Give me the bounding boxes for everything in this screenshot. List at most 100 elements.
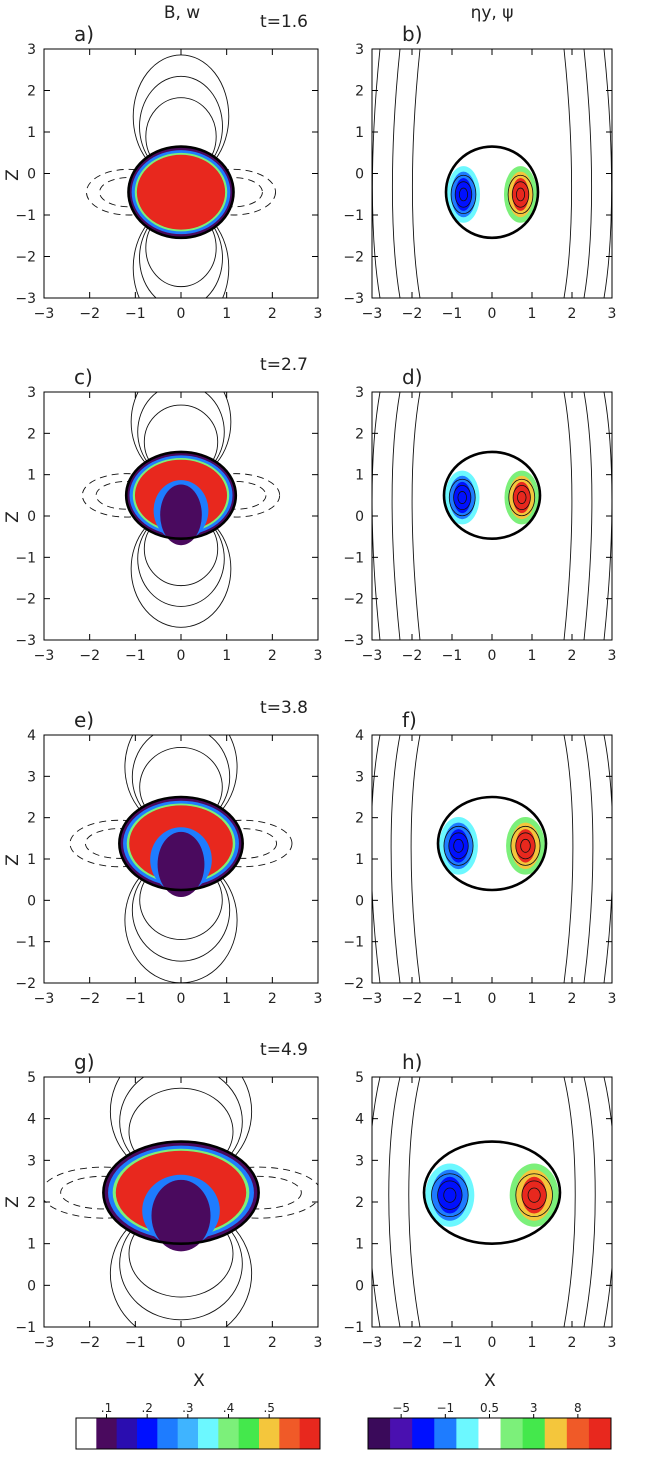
x-tick-label: −3 xyxy=(34,991,55,1007)
streamline xyxy=(583,49,593,298)
colorbar-frame xyxy=(75,1417,321,1450)
panel-letter: f) xyxy=(402,708,417,732)
y-axis-label: Z xyxy=(3,854,23,866)
x-tick-label: −2 xyxy=(402,991,423,1007)
x-tick-label: −2 xyxy=(402,648,423,664)
panel-g: −3 −2 −1 0 1 2 3 −1 0 1 2 3 4 5 g) t=4.9 Z xyxy=(3,1040,322,1351)
vorticity-lobe-core xyxy=(515,829,536,863)
stream-contour xyxy=(511,181,530,208)
colorbar-swatch xyxy=(96,1418,118,1449)
stream-contour xyxy=(454,181,473,208)
panel-b: −3 −2 −1 0 1 2 3 −3 −2 −1 0 1 2 3 b) xyxy=(343,22,616,322)
y-tick-label: 3 xyxy=(355,385,364,401)
colorbar-swatch xyxy=(368,1418,391,1449)
x-tick-label: −2 xyxy=(402,1335,423,1351)
axes-frame xyxy=(371,391,613,641)
y-tick-label: 4 xyxy=(27,728,36,744)
y-tick-label: −1 xyxy=(343,550,364,566)
colorbar-label: .5 xyxy=(263,1401,274,1415)
colorbar-swatch xyxy=(544,1418,568,1449)
colorbar-right: −5 −1 0.5 3 8 xyxy=(367,1401,612,1450)
y-tick-label: 1 xyxy=(355,1237,364,1253)
x-tick-label: 0 xyxy=(488,991,497,1007)
y-tick-label: −1 xyxy=(15,208,36,224)
y-tick-label: 0 xyxy=(27,167,36,183)
streamline xyxy=(563,392,573,640)
streamline xyxy=(603,735,612,983)
x-axis-label-left: X xyxy=(193,1371,205,1391)
stream-contour xyxy=(431,1173,469,1218)
y-tick-label: 2 xyxy=(355,84,364,100)
colorbar-swatch xyxy=(588,1418,612,1449)
dashed-loop xyxy=(204,177,263,208)
vorticity-lobe-core xyxy=(453,481,471,514)
colorbar-swatch xyxy=(259,1418,280,1449)
stream-contour xyxy=(458,187,469,202)
x-tick-label: −2 xyxy=(79,306,100,322)
y-tick-label: 0 xyxy=(27,1278,36,1294)
colorbar-label: .4 xyxy=(223,1401,234,1415)
x-tick-label: 3 xyxy=(314,1335,323,1351)
stream-contour xyxy=(527,1187,541,1203)
stream-contour xyxy=(521,1180,547,1210)
y-tick-label: 3 xyxy=(27,769,36,785)
streamline xyxy=(408,1077,421,1327)
y-tick-label: 4 xyxy=(27,1112,36,1128)
y-tick-label: 1 xyxy=(27,852,36,868)
stream-contour xyxy=(448,478,476,517)
x-tick-label: 1 xyxy=(528,648,537,664)
x-tick-label: −1 xyxy=(125,648,146,664)
y-tick-label: 2 xyxy=(355,811,364,827)
x-tick-label: 0 xyxy=(177,306,186,322)
time-label: t=2.7 xyxy=(260,355,308,375)
column-title-left: B, w xyxy=(164,3,200,23)
vorticity-lobe-core xyxy=(448,829,469,863)
panel-letter: h) xyxy=(402,1050,422,1074)
y-tick-label: 3 xyxy=(355,42,364,58)
x-tick-label: −1 xyxy=(125,1335,146,1351)
y-tick-label: 4 xyxy=(355,1112,364,1128)
streamline xyxy=(563,49,573,298)
axes-frame xyxy=(371,48,613,299)
blob-boundary xyxy=(118,795,244,892)
colorbar-swatch xyxy=(456,1418,479,1449)
x-tick-label: −1 xyxy=(442,648,463,664)
x-tick-label: 2 xyxy=(568,1335,577,1351)
x-tick-label: 2 xyxy=(568,648,577,664)
x-tick-label: 0 xyxy=(177,991,186,1007)
x-tick-label: 1 xyxy=(528,991,537,1007)
y-tick-label: 0 xyxy=(355,1278,364,1294)
column-title-right: ηy, ψ xyxy=(471,3,514,23)
y-tick-label: 1 xyxy=(355,852,364,868)
colorbar-swatch xyxy=(76,1418,97,1449)
time-label: t=3.8 xyxy=(260,698,308,718)
stream-contour xyxy=(448,832,469,860)
colorbar-swatch xyxy=(116,1418,138,1449)
x-tick-label: −3 xyxy=(362,991,383,1007)
colorbar-swatch xyxy=(522,1418,546,1449)
y-tick-label: 4 xyxy=(355,728,364,744)
vorticity-lobe-core xyxy=(437,1176,463,1214)
x-tick-label: 3 xyxy=(608,648,617,664)
streamline xyxy=(372,1077,381,1327)
panel-letter: b) xyxy=(402,22,423,46)
x-tick-label: −3 xyxy=(362,306,383,322)
y-tick-label: −1 xyxy=(343,935,364,951)
time-label: t=1.6 xyxy=(260,12,308,32)
vorticity-lobe-core xyxy=(513,481,531,514)
x-tick-label: −2 xyxy=(79,648,100,664)
y-tick-label: 3 xyxy=(355,1153,364,1169)
streamline xyxy=(563,1077,576,1327)
blob-boundary xyxy=(102,1140,260,1245)
streamline xyxy=(372,735,381,983)
colorbar-swatch xyxy=(279,1418,301,1449)
x-tick-label: 0 xyxy=(177,648,186,664)
blob-boundary xyxy=(444,145,540,240)
x-tick-label: 0 xyxy=(488,648,497,664)
stream-contour xyxy=(515,187,526,202)
axes-frame xyxy=(371,1076,613,1328)
y-tick-label: 2 xyxy=(27,426,36,442)
y-tick-label: 5 xyxy=(27,1070,36,1086)
